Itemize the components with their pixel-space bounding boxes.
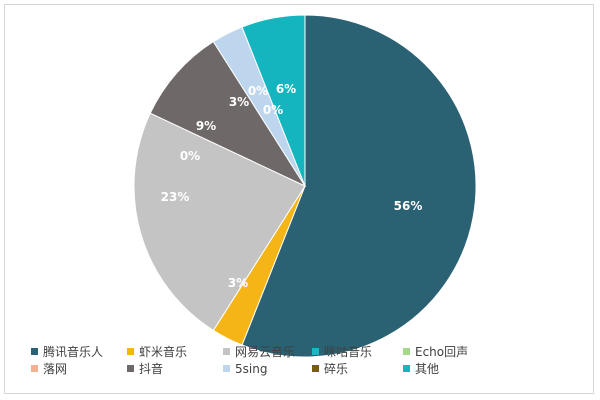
legend-item: 网易云音乐 <box>223 344 295 359</box>
legend-label: 碎乐 <box>324 361 348 376</box>
legend-swatch <box>312 348 319 355</box>
legend-label: 落网 <box>43 362 67 376</box>
legend-label: 虾米音乐 <box>139 344 187 359</box>
slice-data-label: 3% <box>229 95 249 109</box>
slice-data-label: 56% <box>394 199 423 213</box>
legend-swatch <box>403 365 410 372</box>
pie-slice <box>241 14 306 187</box>
legend-label: 网易云音乐 <box>235 344 295 359</box>
legend-item: 碎乐 <box>312 361 348 376</box>
legend-swatch <box>31 365 38 372</box>
pie-slice <box>149 40 307 188</box>
legend-item: 抖音 <box>127 361 163 376</box>
legend-label: 腾讯音乐人 <box>43 344 103 359</box>
slice-data-label: 23% <box>161 190 190 204</box>
legend-swatch <box>312 365 319 372</box>
legend-label: 咪咕音乐 <box>324 344 372 359</box>
slice-data-label: 0% <box>248 84 268 98</box>
legend-item: 咪咕音乐 <box>312 344 372 359</box>
legend-item: 腾讯音乐人 <box>31 344 103 359</box>
legend-label: 抖音 <box>139 361 163 376</box>
slice-data-label: 3% <box>228 276 248 290</box>
chart-frame <box>4 4 594 394</box>
slice-data-label: 6% <box>276 82 296 96</box>
legend-swatch <box>127 365 134 372</box>
legend-swatch <box>31 348 38 355</box>
slice-data-label: 9% <box>196 119 216 133</box>
slice-data-label: 0% <box>263 103 283 117</box>
slice-data-label: 0% <box>180 149 200 163</box>
legend-label: Echo回声 <box>415 345 468 359</box>
legend-item: 虾米音乐 <box>127 344 187 359</box>
legend-swatch <box>127 348 134 355</box>
legend-label: 其他 <box>415 362 439 376</box>
pie-slice <box>133 112 306 332</box>
legend-swatch <box>223 365 230 372</box>
legend-label: 5sing <box>235 362 267 376</box>
pie-slices <box>133 14 477 358</box>
legend-item: 5sing <box>223 362 267 376</box>
legend-swatch <box>223 348 230 355</box>
slice-labels: 56%3%23%0%0%9%3%0%6% <box>161 82 423 290</box>
pie-slice <box>241 14 477 358</box>
legend-item: 落网 <box>31 362 67 376</box>
legend-item: Echo回声 <box>403 345 468 359</box>
legend-swatch <box>403 348 410 355</box>
legend-item: 其他 <box>403 362 439 376</box>
